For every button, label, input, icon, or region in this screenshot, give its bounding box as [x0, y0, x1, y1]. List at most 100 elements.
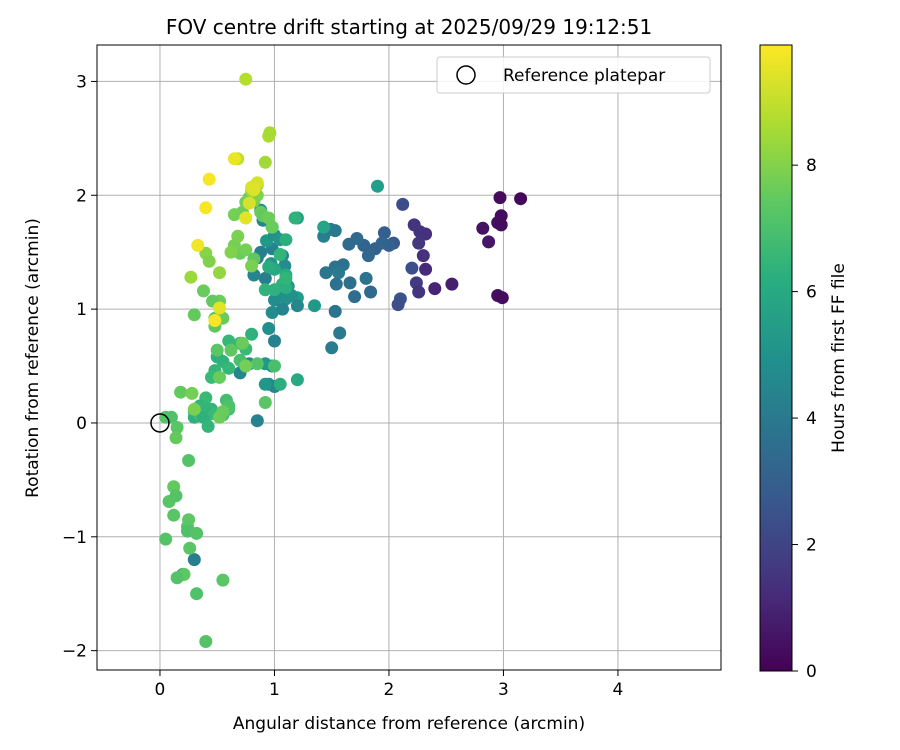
data-point	[170, 421, 184, 434]
data-point	[325, 341, 339, 355]
data-point	[239, 243, 253, 257]
data-point	[359, 271, 373, 285]
data-point	[262, 322, 276, 335]
data-point	[239, 72, 253, 86]
data-point	[235, 336, 249, 350]
data-point	[197, 284, 210, 298]
data-point	[174, 385, 188, 399]
data-point	[258, 283, 272, 297]
data-point	[279, 271, 293, 285]
colorbar-tick-label: 4	[806, 409, 817, 429]
data-point	[258, 155, 272, 169]
colorbar-label: Hours from first FF file	[829, 263, 849, 453]
data-point	[239, 359, 253, 373]
colorbar: 0 2 4 6 8 Hours from first FF file	[759, 44, 849, 682]
data-point	[428, 282, 442, 296]
x-tick-label: 1	[269, 680, 280, 700]
data-point	[224, 343, 238, 357]
y-tick-label: 0	[76, 414, 87, 434]
data-point	[308, 299, 321, 313]
y-tick-label: −1	[62, 528, 87, 548]
colorbar-tick-label: 2	[806, 536, 817, 556]
data-point	[268, 334, 281, 348]
data-point	[210, 343, 224, 357]
x-axis: 0 1 2 3 4	[155, 670, 623, 700]
data-point	[187, 402, 201, 416]
chart-title: FOV centre drift starting at 2025/09/29 …	[166, 15, 652, 39]
data-points	[159, 72, 528, 648]
data-point	[202, 172, 216, 186]
legend-box	[436, 56, 711, 94]
data-point	[495, 291, 509, 305]
data-point	[191, 238, 205, 252]
grid	[97, 45, 721, 670]
colorbar-tick-label: 8	[806, 156, 817, 176]
data-point	[265, 306, 279, 319]
data-point	[190, 526, 204, 540]
data-point	[199, 635, 213, 648]
data-point	[276, 302, 289, 316]
data-point	[258, 271, 272, 285]
data-point	[247, 183, 261, 197]
x-tick-label: 3	[498, 680, 509, 700]
data-point	[328, 224, 342, 238]
data-point	[231, 229, 245, 243]
data-point	[445, 277, 459, 291]
data-point	[245, 259, 259, 273]
data-point	[213, 301, 226, 315]
plot-frame	[96, 44, 722, 671]
data-point	[377, 226, 391, 240]
data-point	[279, 233, 293, 247]
data-point	[273, 248, 287, 261]
data-point	[419, 262, 433, 276]
data-point	[476, 221, 490, 235]
reference-marker	[150, 413, 170, 433]
data-point	[224, 245, 238, 259]
data-point	[333, 326, 347, 340]
data-point	[185, 386, 199, 400]
data-point	[201, 419, 215, 433]
data-point	[273, 377, 287, 391]
legend-label: Reference platepar	[503, 66, 665, 86]
y-tick-label: 1	[76, 300, 87, 320]
data-point	[208, 314, 222, 327]
data-point	[364, 285, 378, 299]
data-point	[319, 266, 333, 280]
data-point	[159, 532, 173, 546]
data-point	[169, 489, 183, 503]
data-point	[494, 218, 508, 232]
colorbar-tick-label: 0	[806, 662, 817, 682]
x-axis-label: Angular distance from reference (arcmin)	[233, 714, 585, 734]
data-point	[213, 266, 226, 280]
y-tick-label: −2	[62, 642, 87, 662]
legend-marker-icon	[456, 65, 476, 85]
data-point	[419, 227, 433, 241]
data-point	[361, 249, 375, 263]
data-point	[227, 152, 241, 166]
data-point	[405, 261, 419, 275]
data-point	[258, 377, 272, 391]
data-point	[190, 587, 204, 601]
data-point	[216, 573, 230, 587]
data-point	[391, 298, 405, 312]
data-point	[202, 254, 216, 268]
data-point	[183, 541, 197, 555]
data-point	[317, 220, 331, 234]
data-point	[412, 236, 426, 250]
data-point	[227, 208, 241, 222]
data-point	[262, 260, 276, 274]
data-point	[268, 359, 281, 373]
data-point	[371, 179, 384, 193]
y-tick-label: 3	[76, 72, 87, 92]
data-point	[187, 553, 201, 567]
data-point	[167, 508, 181, 522]
data-point	[169, 431, 183, 445]
y-tick-label: 2	[76, 186, 87, 206]
data-point	[250, 414, 264, 428]
data-point	[290, 373, 304, 387]
data-point	[343, 276, 357, 290]
data-point	[482, 235, 496, 249]
data-point	[222, 361, 236, 375]
data-point	[288, 211, 302, 225]
